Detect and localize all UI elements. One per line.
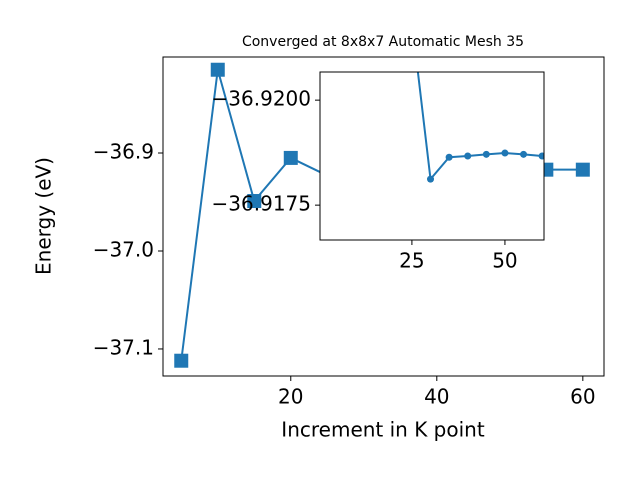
marker xyxy=(283,150,298,165)
chart-title: Converged at 8x8x7 Automatic Mesh 35 xyxy=(242,34,524,50)
plot-area xyxy=(416,72,544,183)
y-tick-label: −37.0 xyxy=(93,237,154,261)
marker xyxy=(538,152,544,160)
x-tick-label: 40 xyxy=(424,385,449,409)
y-tick-label: −36.9200 xyxy=(212,87,311,111)
x-tick-label: 20 xyxy=(278,385,303,409)
marker xyxy=(482,150,490,158)
inset-background xyxy=(320,72,544,240)
x-axis-label: Increment in K point xyxy=(281,418,485,442)
x-tick-label: 25 xyxy=(399,249,424,273)
y-axis-label: Energy (eV) xyxy=(32,157,56,275)
marker xyxy=(247,194,262,209)
marker xyxy=(445,153,453,161)
axes-frame xyxy=(319,71,545,241)
x-tick-label: 60 xyxy=(570,385,595,409)
marker xyxy=(520,150,528,158)
x-tick-label: 50 xyxy=(492,249,517,273)
marker xyxy=(174,353,189,368)
marker xyxy=(210,62,225,77)
y-tick-label: −36.9175 xyxy=(212,192,311,216)
marker xyxy=(464,152,472,160)
y-tick-label: −36.9 xyxy=(93,140,154,164)
y-tick-label: −37.1 xyxy=(93,335,154,359)
marker xyxy=(501,149,509,157)
marker xyxy=(575,162,590,177)
marker xyxy=(427,175,435,183)
axes-frame xyxy=(162,56,605,377)
